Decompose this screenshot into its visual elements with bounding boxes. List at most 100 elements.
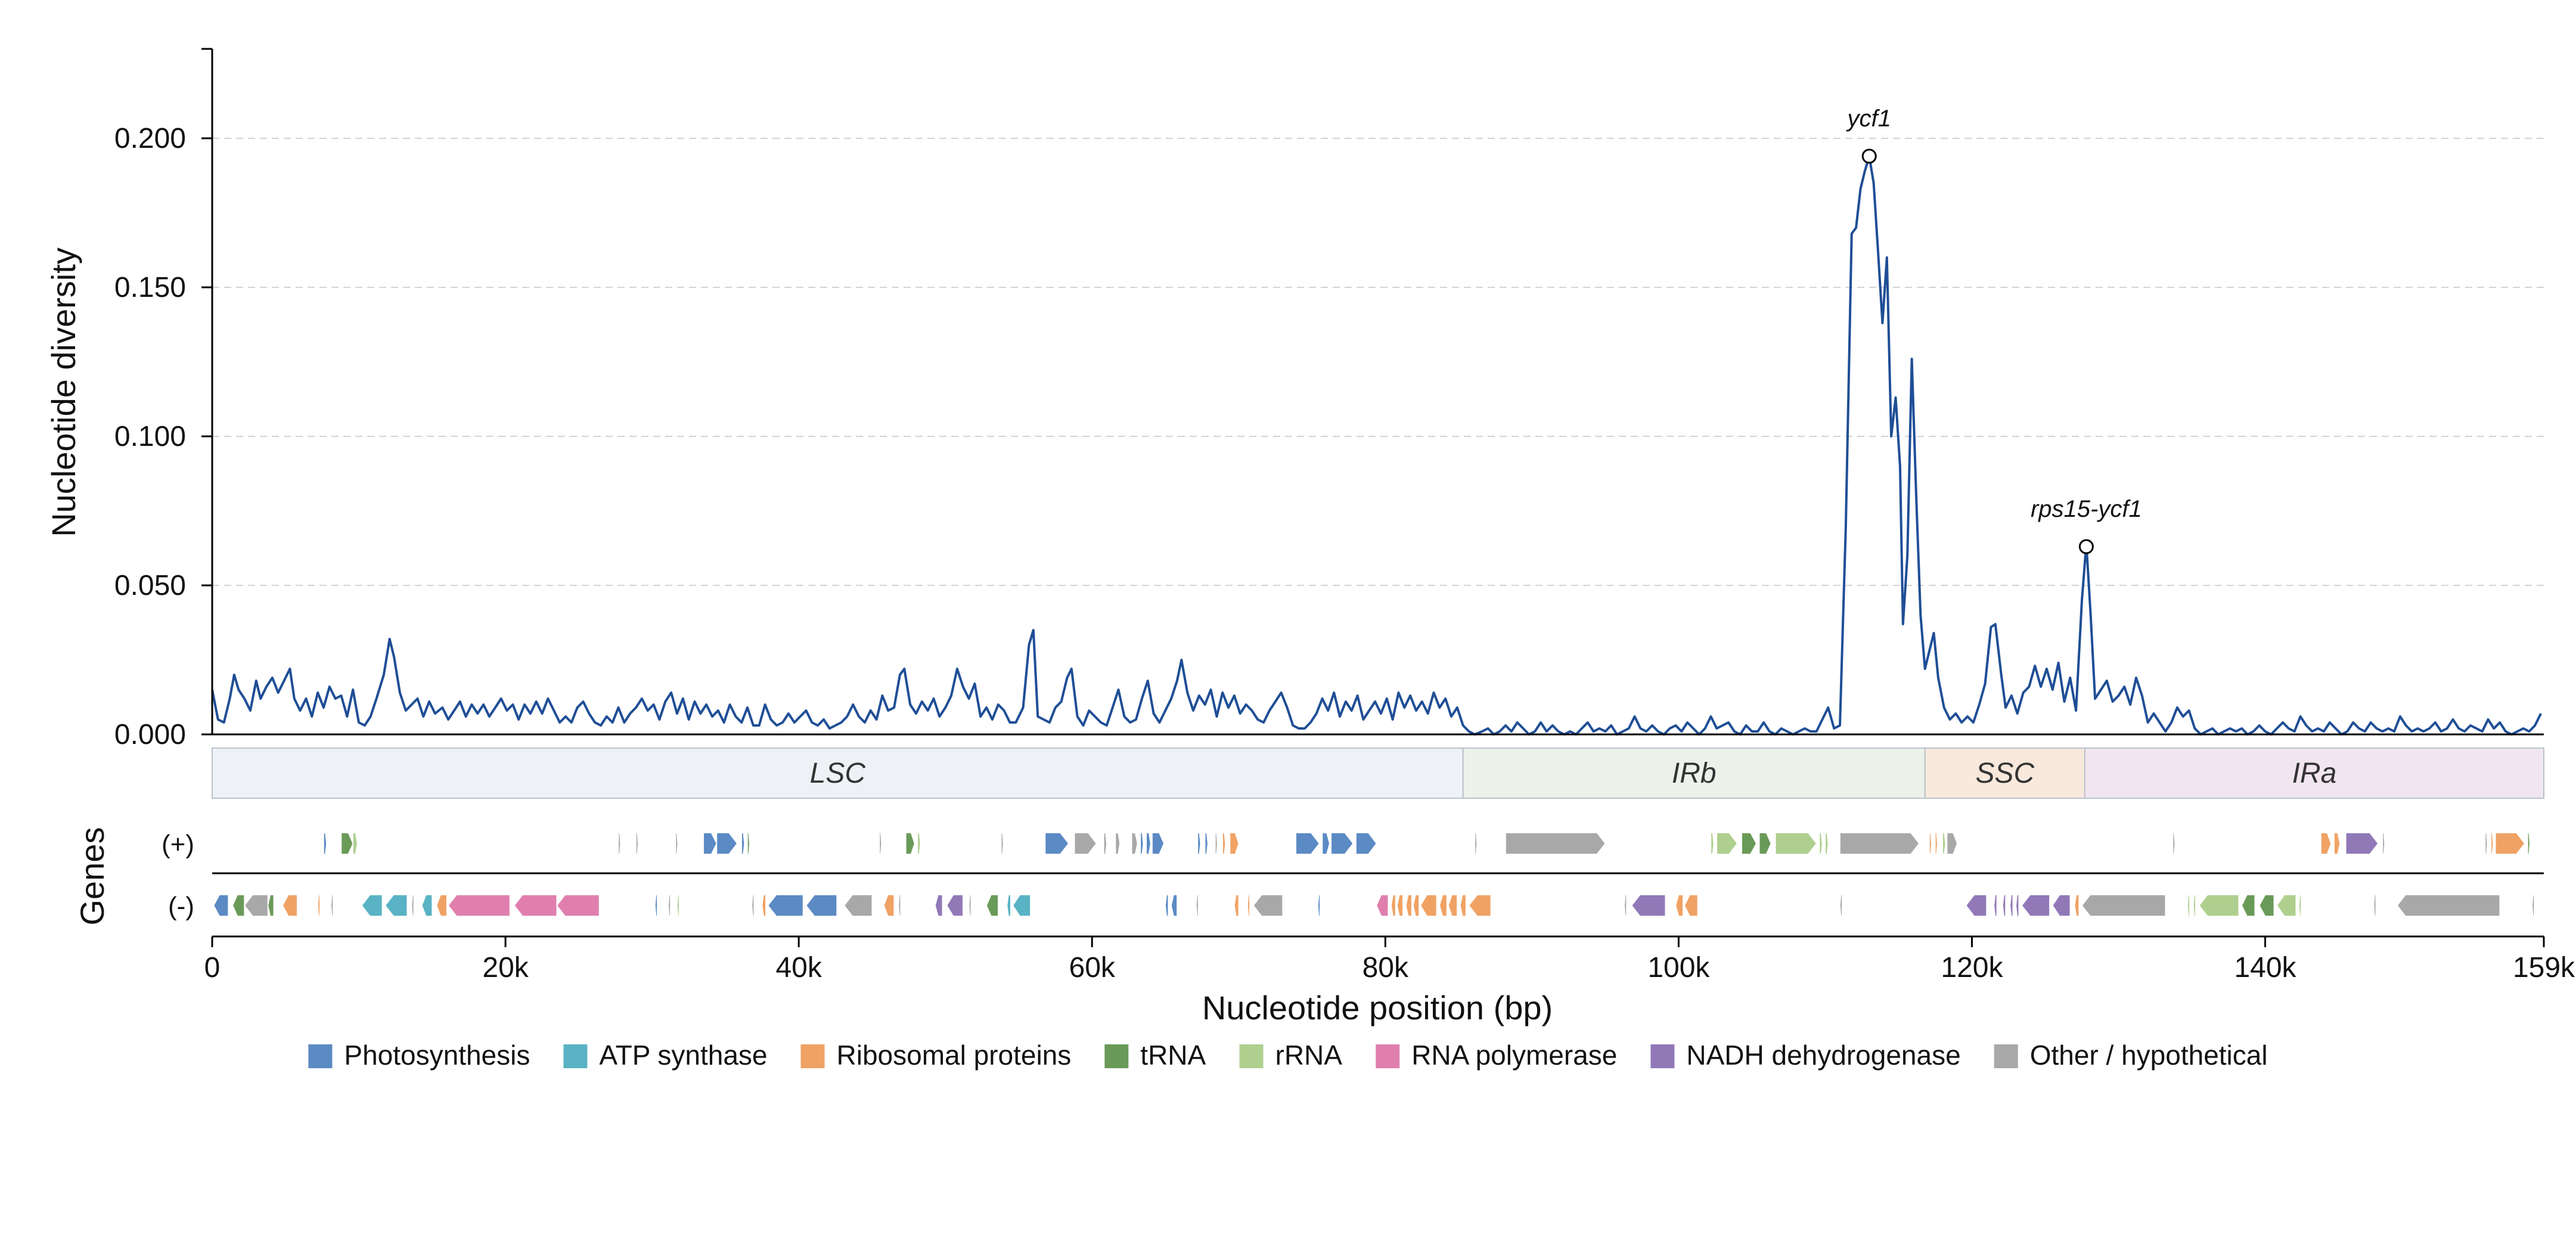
gene-arrow <box>317 894 321 917</box>
gene-arrow <box>1448 894 1458 917</box>
x-tick-label: 100k <box>1647 952 1710 984</box>
y-tick-label: 0.150 <box>114 272 186 303</box>
gene-arrow <box>2074 894 2080 917</box>
gene-arrow <box>244 894 269 917</box>
gene-arrow <box>1376 894 1389 917</box>
gene-arrow <box>1413 894 1420 917</box>
gene-arrow <box>1152 832 1165 855</box>
gene-arrow <box>1775 832 1817 855</box>
gene-arrow <box>1824 832 1829 855</box>
legend-swatch <box>563 1044 588 1068</box>
gene-arrow <box>898 894 901 917</box>
nucleotide-diversity-line <box>211 155 2542 736</box>
minus-strand-genes <box>213 894 2535 917</box>
gene-arrow <box>1252 894 1283 917</box>
peak-marker <box>2078 539 2094 554</box>
gene-arrow <box>1196 894 1199 917</box>
minus-strand-label: (-) <box>168 892 194 921</box>
gene-arrow <box>2484 832 2488 855</box>
gene-arrow <box>1710 832 1715 855</box>
region-band-lsc <box>212 748 1464 799</box>
gene-category-legend: Photosynthesis ATP synthase Ribosomal prot… <box>308 1040 2268 1071</box>
peak-label: ycf1 <box>1846 106 1891 132</box>
gene-arrow <box>2021 894 2050 917</box>
genes-axis-title: Genes <box>73 827 111 926</box>
y-tick-label: 0.050 <box>114 570 186 601</box>
legend-label: Other / hypothetical <box>2030 1040 2268 1071</box>
peak-marker <box>1861 148 1877 164</box>
legend-label: Photosynthesis <box>344 1040 530 1071</box>
region-label-irb: IRb <box>1672 758 1717 789</box>
y-tick-label: 0.000 <box>114 719 186 750</box>
gene-arrow <box>1741 832 1757 855</box>
gene-arrow <box>213 894 229 917</box>
gene-arrow <box>1140 832 1144 855</box>
gene-arrow <box>2002 894 2006 917</box>
gene-arrow <box>2495 832 2525 855</box>
gene-arrow <box>1171 894 1178 917</box>
legend-swatch <box>308 1044 333 1068</box>
gene-arrow <box>1624 894 1627 917</box>
gene-arrow <box>2187 894 2190 917</box>
gene-arrow <box>2490 832 2494 855</box>
legend-item-trna: tRNA <box>1104 1040 1206 1071</box>
genome-region-bands: LSC IRb SSC IRa <box>212 748 2544 799</box>
gene-arrow <box>668 894 671 917</box>
gene-arrow <box>1460 894 1467 917</box>
gene-arrow <box>879 832 882 855</box>
x-tick-label: 140k <box>2234 952 2296 984</box>
gene-arrow <box>635 832 639 855</box>
x-axis-ticks: 0 20k 40k 60k 80k 100k 120k 140k 159k <box>204 936 2575 984</box>
gene-arrow <box>1321 832 1330 855</box>
gene-arrow <box>767 894 804 917</box>
gene-arrow <box>805 894 837 917</box>
gene-arrow <box>411 894 415 917</box>
gene-arrow <box>761 894 766 917</box>
x-tick-label: 60k <box>1069 952 1116 984</box>
legend-swatch <box>1104 1044 1129 1068</box>
gene-arrow <box>2382 832 2385 855</box>
gene-arrow <box>2531 894 2535 917</box>
gene-arrow <box>716 832 738 855</box>
gene-arrow <box>675 832 678 855</box>
y-tick-label: 0.200 <box>114 123 186 154</box>
gene-arrow <box>1716 832 1738 855</box>
gene-arrow <box>513 894 557 917</box>
gene-arrow <box>1330 832 1354 855</box>
gene-arrow <box>448 894 511 917</box>
gene-arrow <box>1505 832 1606 855</box>
gene-arrow <box>986 894 999 917</box>
gene-arrow <box>968 894 972 917</box>
gene-arrow <box>2333 832 2341 855</box>
gene-arrow <box>2527 832 2531 855</box>
gene-arrow <box>330 894 334 917</box>
gene-arrow <box>1993 894 1998 917</box>
legend-label: RNA polymerase <box>1411 1040 1617 1071</box>
gene-arrow <box>1006 894 1011 917</box>
region-label-ira: IRa <box>2292 758 2337 789</box>
gene-arrow <box>2172 832 2175 855</box>
gene-arrow <box>1215 832 1218 855</box>
gene-arrow <box>361 894 383 917</box>
gene-arrow <box>2373 894 2377 917</box>
legend-item-rnapol: RNA polymerase <box>1376 1040 1617 1071</box>
legend-label: NADH dehydrogenase <box>1686 1040 1960 1071</box>
gene-arrow <box>2015 894 2019 917</box>
x-tick-label: 80k <box>1363 952 1409 984</box>
gene-arrow <box>1073 832 1097 855</box>
gene-arrow <box>1000 832 1004 855</box>
gene-arrow <box>340 832 354 855</box>
gene-arrow <box>421 894 433 917</box>
gene-arrow <box>883 894 895 917</box>
gene-arrow <box>1103 832 1107 855</box>
plus-strand-label: (+) <box>162 830 194 859</box>
region-band-ira <box>2084 748 2544 799</box>
y-axis-title: Nucleotide diversity <box>45 247 82 537</box>
legend-item-rrna: rRNA <box>1239 1040 1342 1071</box>
gene-arrow <box>282 894 298 917</box>
gene-arrow <box>917 832 921 855</box>
x-tick-label: 120k <box>1941 952 2003 984</box>
gene-arrow <box>1146 832 1152 855</box>
gene-arrow <box>267 894 275 917</box>
gene-arrow <box>232 894 245 917</box>
